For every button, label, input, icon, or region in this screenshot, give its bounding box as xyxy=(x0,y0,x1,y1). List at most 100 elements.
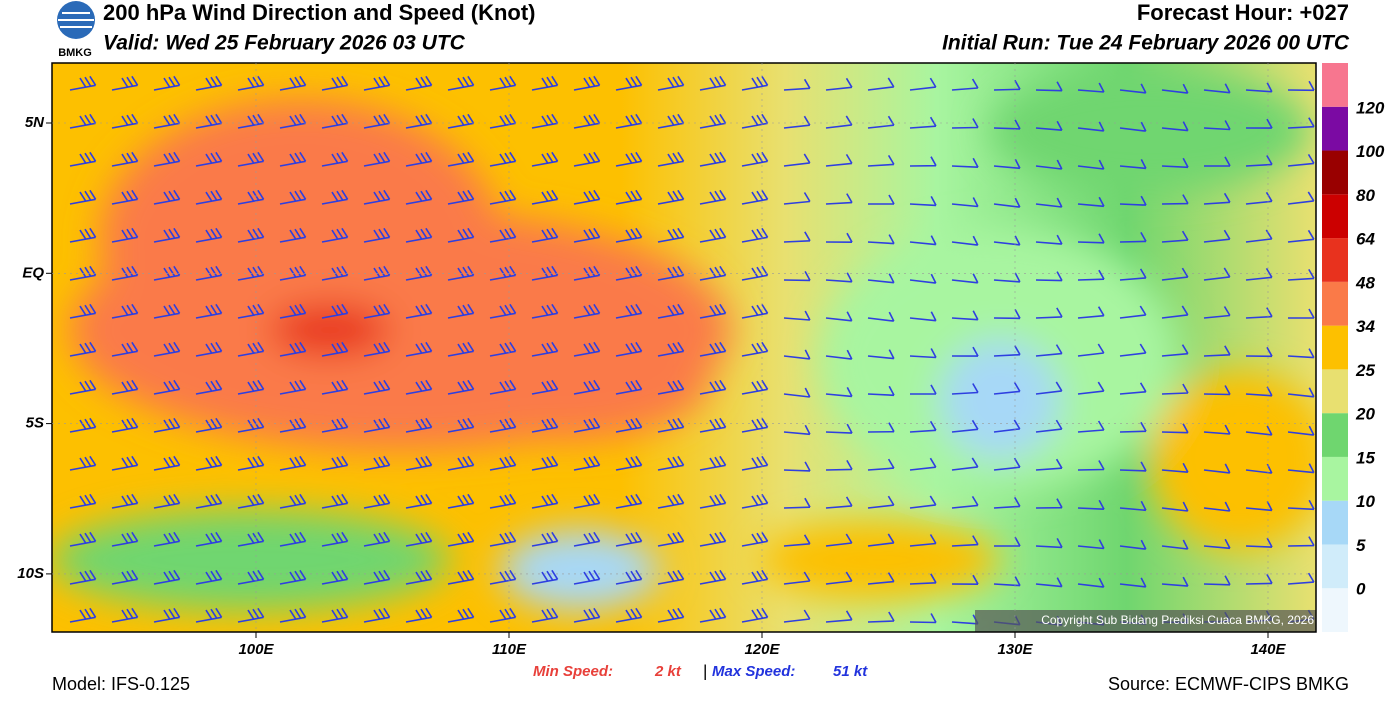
wind-barb xyxy=(783,534,811,547)
wind-barb xyxy=(1077,82,1105,93)
wind-barb xyxy=(657,607,685,623)
wind-barb xyxy=(405,531,433,547)
wind-barb xyxy=(1203,267,1231,281)
wind-barb xyxy=(1287,229,1315,243)
initial-run: Initial Run: Tue 24 February 2026 00 UTC xyxy=(942,32,1350,55)
wind-barb xyxy=(279,531,307,547)
wind-barb xyxy=(153,417,181,433)
wind-barb xyxy=(1161,121,1189,132)
wind-barb xyxy=(489,113,517,129)
wind-barb xyxy=(531,531,559,547)
wind-barb xyxy=(321,265,349,281)
wind-barb xyxy=(615,607,643,623)
lon-label: 130E xyxy=(997,641,1033,658)
wind-barb xyxy=(363,341,391,357)
lon-label: 120E xyxy=(744,641,780,658)
wind-barb xyxy=(363,75,391,91)
wind-barb xyxy=(69,341,97,357)
wind-barb xyxy=(1287,117,1315,129)
wind-barb xyxy=(363,607,391,623)
wind-barb xyxy=(573,569,601,585)
wind-barb xyxy=(69,607,97,623)
wind-barb xyxy=(699,607,727,623)
wind-barb xyxy=(69,113,97,129)
wind-barb xyxy=(447,303,475,319)
wind-barb xyxy=(1119,232,1147,243)
wind-barb xyxy=(321,455,349,471)
wind-barb xyxy=(447,341,475,357)
wind-barb xyxy=(363,455,391,471)
wind-barb xyxy=(363,189,391,205)
wind-barb xyxy=(363,531,391,547)
wind-barb xyxy=(909,311,937,322)
wind-barb xyxy=(825,115,853,129)
wind-barb xyxy=(111,607,139,623)
wind-barb xyxy=(825,460,853,471)
wind-barb xyxy=(489,151,517,167)
wind-barb xyxy=(1287,191,1315,205)
wind-barb xyxy=(447,379,475,395)
wind-barb xyxy=(405,303,433,319)
wind-barb xyxy=(111,341,139,357)
wind-barb xyxy=(1077,499,1105,510)
wind-barb xyxy=(69,417,97,433)
title: 200 hPa Wind Direction and Speed (Knot) xyxy=(103,0,536,25)
colorbar-segment xyxy=(1322,500,1348,545)
wind-barb xyxy=(1161,83,1189,94)
wind-barb xyxy=(1119,343,1147,357)
wind-barb xyxy=(993,235,1021,246)
wind-barb xyxy=(615,341,643,357)
wind-barb xyxy=(69,531,97,547)
wind-barb xyxy=(69,75,97,91)
wind-barb xyxy=(573,379,601,395)
wind-barb xyxy=(489,265,517,281)
wind-barb xyxy=(909,613,937,624)
wind-barb xyxy=(321,379,349,395)
wind-barb xyxy=(909,196,937,207)
wind-barb xyxy=(153,303,181,319)
wind-barb xyxy=(363,493,391,509)
wind-barb xyxy=(1035,159,1063,170)
wind-barb xyxy=(867,572,895,585)
wind-barb xyxy=(909,457,937,471)
wind-barb xyxy=(321,151,349,167)
wind-barb xyxy=(1077,420,1105,433)
wind-barb xyxy=(279,75,307,91)
wind-barb xyxy=(867,533,895,547)
wind-barb xyxy=(1119,195,1147,206)
wind-barb xyxy=(867,458,895,471)
wind-barb xyxy=(1203,501,1231,512)
wind-barb xyxy=(699,341,727,357)
wind-barb xyxy=(1161,230,1189,243)
wind-barb xyxy=(909,156,937,167)
wind-barb xyxy=(1035,419,1063,433)
wind-barb xyxy=(153,455,181,471)
wind-barb xyxy=(447,75,475,91)
wind-barb xyxy=(993,345,1021,357)
wind-barb xyxy=(1035,234,1063,245)
wind-barb xyxy=(909,573,937,585)
wind-barb xyxy=(657,151,685,167)
wind-barb xyxy=(741,607,769,623)
wind-barb xyxy=(657,493,685,509)
wind-barb xyxy=(615,417,643,433)
wind-barb xyxy=(69,379,97,395)
wind-barb xyxy=(531,417,559,433)
wind-barb xyxy=(237,227,265,243)
lat-label: 5S xyxy=(26,415,44,432)
wind-barb xyxy=(1161,194,1189,205)
wind-barb xyxy=(993,272,1021,283)
wind-barb xyxy=(993,457,1021,471)
wind-barb xyxy=(195,189,223,205)
wind-barb xyxy=(321,417,349,433)
wind-barb xyxy=(1161,383,1189,395)
wind-barb xyxy=(279,455,307,471)
wind-barb xyxy=(489,417,517,433)
wind-barb xyxy=(363,303,391,319)
colorbar-label: 20 xyxy=(1355,405,1375,424)
wind-barb xyxy=(195,265,223,281)
separator: | xyxy=(703,661,707,680)
wind-barb xyxy=(1203,385,1231,396)
